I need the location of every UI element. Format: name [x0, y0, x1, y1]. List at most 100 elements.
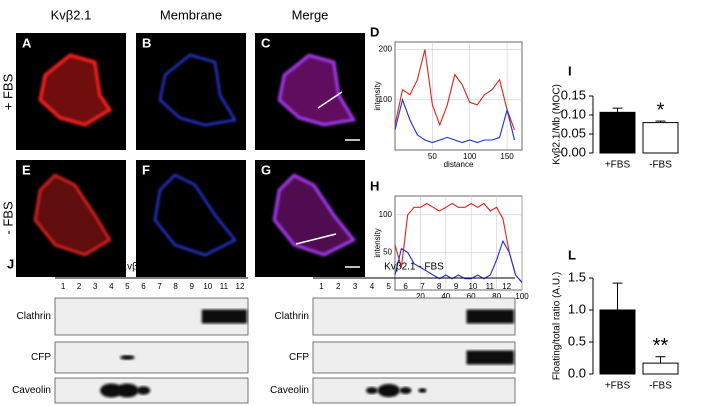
lane-number: 7 — [420, 282, 425, 291]
x-tick-label: 80 — [492, 292, 501, 301]
cell — [33, 173, 112, 257]
band — [399, 387, 412, 394]
band — [377, 383, 400, 398]
x-tick-label: 150 — [500, 152, 514, 161]
bar — [642, 362, 679, 375]
x-tick-label: +FBS — [605, 381, 631, 392]
y-tick-label: 0.05 — [561, 125, 586, 140]
blot-title: Kvβ2.1 - FBS — [384, 262, 444, 273]
blot-row-label: Caveolin — [270, 385, 309, 396]
plot-frame — [394, 41, 523, 151]
lane-number: 4 — [370, 282, 375, 291]
y-tick-label: 0.0 — [568, 365, 586, 380]
y-tick-label: 1.0 — [568, 301, 586, 316]
lane-number: 2 — [77, 282, 82, 291]
arrow — [317, 91, 343, 109]
y-tick-label: 0.10 — [561, 106, 586, 121]
x-tick-label: 100 — [463, 152, 477, 161]
lane-number: 11 — [220, 282, 229, 291]
lane-number: 5 — [387, 282, 392, 291]
y-tick-label: 1.5 — [568, 269, 586, 284]
y-axis-label: intensity — [373, 228, 382, 257]
blot-row-label: CFP — [31, 352, 51, 363]
band — [100, 383, 123, 398]
blot-row-label: Clathrin — [275, 311, 309, 322]
x-tick-label: 40 — [441, 292, 450, 301]
panel-letter: H — [370, 178, 379, 193]
column-label: Merge — [292, 7, 329, 22]
y-tick-label: 200 — [379, 45, 393, 54]
lane-number: 9 — [454, 282, 459, 291]
lane-number: 1 — [319, 282, 324, 291]
bar — [599, 309, 636, 375]
arrow — [295, 233, 337, 245]
lane-number: 12 — [502, 282, 511, 291]
y-axis-label: Kvβ2.1/Mb (MOC) — [552, 84, 563, 165]
y-tick-label: 0.00 — [561, 144, 586, 159]
row-label: - FBS — [0, 201, 15, 235]
blot-title: Kvβ2.1 + FBS — [120, 262, 182, 273]
panel-letter: B — [142, 35, 151, 50]
x-tick-label: 60 — [467, 292, 476, 301]
x-tick-label: 20 — [416, 292, 425, 301]
panel-letter: D — [370, 24, 379, 39]
lane-number: 8 — [437, 282, 442, 291]
lane-number: 8 — [173, 282, 178, 291]
panel-letter: K — [265, 256, 275, 271]
column-label: Kvβ2.1 — [51, 7, 92, 22]
lane-number: 11 — [486, 282, 495, 291]
y-tick-label: 0.15 — [561, 87, 586, 102]
x-tick-label: 100 — [515, 292, 529, 301]
lane-number: 10 — [468, 282, 477, 291]
bar — [642, 122, 679, 154]
band — [201, 309, 247, 324]
lane-number: 9 — [189, 282, 194, 291]
blot-row-label: Caveolin — [12, 385, 51, 396]
band — [418, 388, 427, 393]
micrographs: A B C E F G Kvβ2.1 Membrane Merge + FBS … — [0, 7, 365, 277]
data-line — [394, 49, 516, 131]
cell — [38, 53, 113, 127]
panel-letter: G — [261, 162, 271, 177]
plot-frame — [394, 195, 523, 291]
blot-row-label: CFP — [289, 352, 309, 363]
data-line — [394, 97, 516, 144]
panel-letter: I — [568, 63, 572, 78]
cell — [153, 173, 237, 257]
blot-row-label: Clathrin — [17, 311, 51, 322]
column-label: Membrane — [160, 7, 222, 22]
image-f — [136, 160, 246, 277]
bar — [599, 111, 636, 154]
y-tick-label: 0.5 — [568, 333, 586, 348]
y-tick-label: 100 — [379, 95, 393, 104]
lane-number: 2 — [336, 282, 341, 291]
band — [466, 350, 514, 365]
panel-letter: C — [261, 35, 271, 50]
data-line — [394, 239, 523, 283]
band — [136, 386, 151, 395]
panel-letter: A — [22, 35, 32, 50]
band — [120, 355, 135, 360]
lane-number: 6 — [403, 282, 408, 291]
row-label: + FBS — [0, 73, 15, 110]
panel-letter: L — [568, 247, 576, 262]
annotation: ** — [653, 335, 669, 357]
y-tick-label: 100 — [379, 210, 393, 219]
y-tick-label: 50 — [383, 248, 392, 257]
lane-number: 1 — [61, 282, 66, 291]
lane-number: 4 — [109, 282, 114, 291]
blot-strip — [54, 377, 249, 404]
lane-number: 3 — [353, 282, 358, 291]
panel-letter: F — [142, 162, 150, 177]
blot-strip — [54, 341, 249, 374]
band — [466, 309, 514, 324]
x-tick-label: -FBS — [649, 160, 672, 171]
lane-number: 5 — [125, 282, 130, 291]
y-axis-label: intensity — [373, 81, 382, 110]
annotation: * — [657, 99, 665, 121]
cell — [277, 53, 357, 127]
x-tick-label: 50 — [428, 152, 437, 161]
lane-number: 3 — [93, 282, 98, 291]
band — [116, 383, 139, 398]
